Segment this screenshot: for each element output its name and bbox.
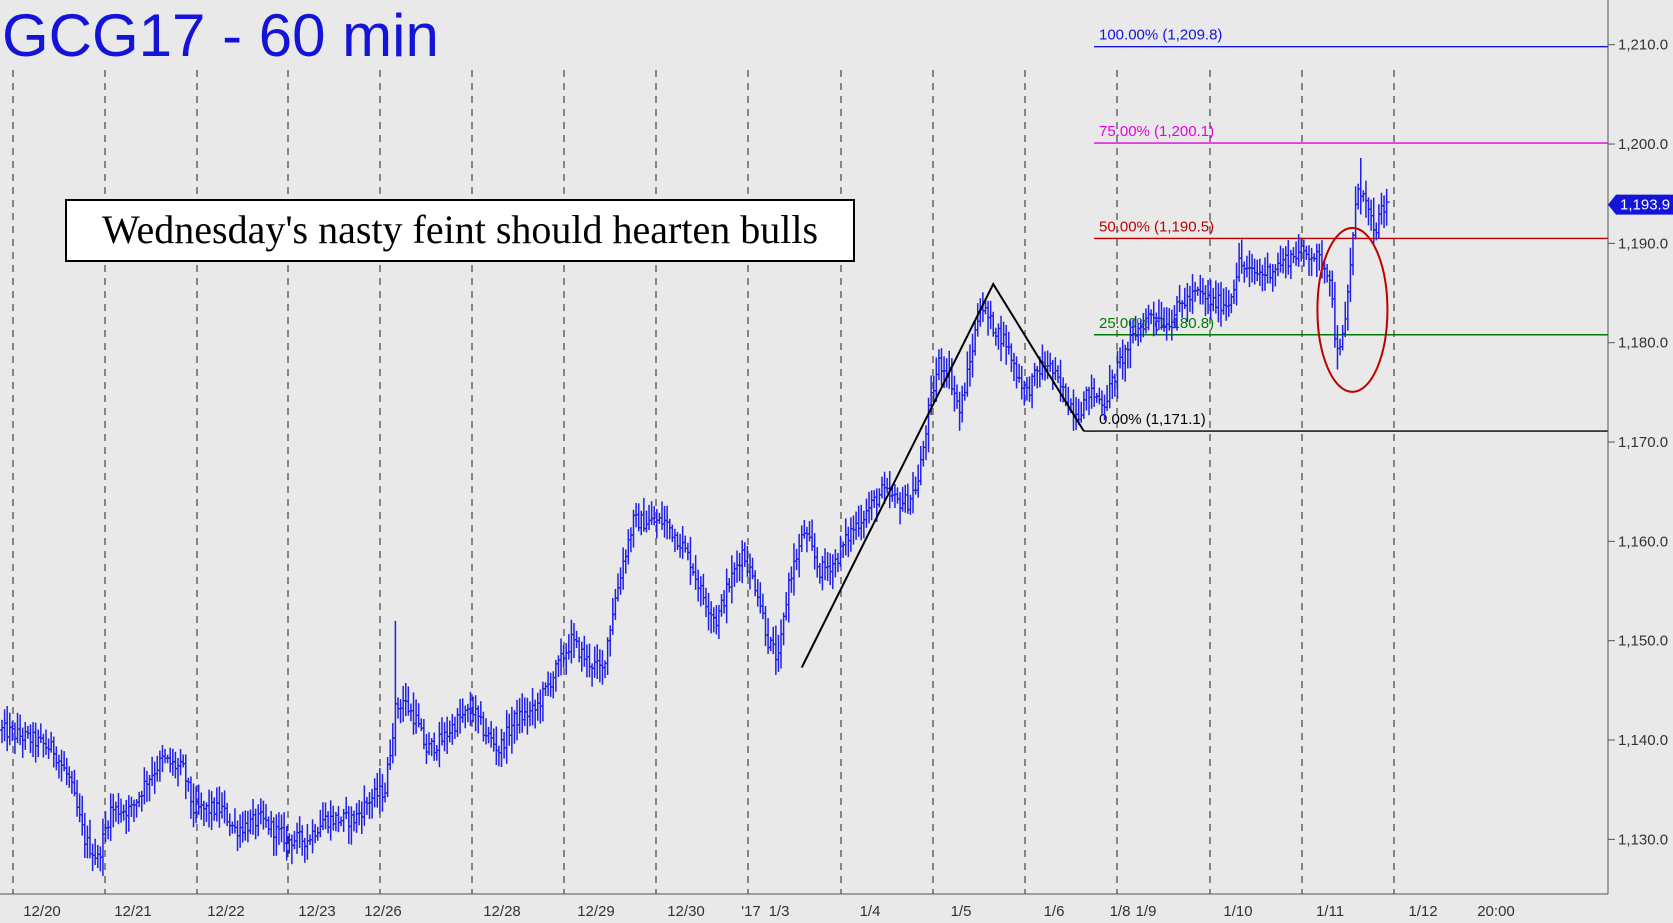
abc-pattern (800, 282, 1094, 668)
x-axis-label: 20:00 (1477, 903, 1515, 920)
price-bars (0, 157, 1390, 876)
last-price-value: 1,193.9 (1620, 197, 1670, 214)
x-axis-label: 1/5 (951, 903, 972, 920)
x-axis-label: 12/28 (483, 903, 521, 920)
x-axis-label: 1/3 (769, 903, 790, 920)
x-axis-label: 1/8 (1110, 903, 1131, 920)
headline-box (65, 199, 855, 262)
y-tick-label: 1,180.0 (1618, 335, 1668, 352)
fibonacci-levels: 100.00% (1,209.8) 75.00% (1,200.1) 50.00% … (1094, 27, 1608, 432)
x-axis-label: 1/12 (1408, 903, 1437, 920)
x-axis-label: 1/10 (1223, 903, 1252, 920)
y-tick-label: 1,200.0 (1618, 136, 1668, 153)
y-tick-label: 1,210.0 (1618, 37, 1668, 54)
x-axis-label: 12/30 (667, 903, 705, 920)
price-bar (1383, 188, 1390, 226)
fib-level-label: 75.00% (1,200.1) (1099, 123, 1214, 140)
last-price-badge-shape (1608, 194, 1673, 215)
y-tick-label: 1,140.0 (1618, 732, 1668, 749)
y-axis-ticks: 1,130.0 1,140.0 1,150.0 1,160.0 1,170.0 1,180… (1608, 37, 1668, 848)
fib-level-label: 0.00% (1,171.1) (1099, 411, 1206, 428)
highlight-ellipse-layer (1316, 226, 1389, 393)
x-axis-label: 12/21 (114, 903, 152, 920)
y-tick-label: 1,160.0 (1618, 533, 1668, 550)
x-axis-label: 1/6 (1044, 903, 1065, 920)
x-axis-label: 1/9 (1136, 903, 1157, 920)
y-tick-label: 1,190.0 (1618, 235, 1668, 252)
x-axis-labels: 12/20 12/21 12/22 12/23 12/26 12/28 12/29 12/30… (23, 903, 1515, 920)
y-tick-label: 1,150.0 (1618, 633, 1668, 650)
headline-text: Wednesday's nasty feint should hearten b… (102, 207, 818, 252)
abc-pattern-line (800, 282, 1085, 668)
x-axis-label: 12/22 (207, 903, 245, 920)
x-axis-label: 1/11 (1316, 903, 1344, 920)
x-axis-label: 12/23 (298, 903, 336, 920)
x-axis-label: '17 (741, 903, 761, 920)
chart-title: GCG17 - 60 min (2, 2, 439, 69)
fib-level-label: 50.00% (1,190.5) (1099, 218, 1214, 235)
y-tick-label: 1,170.0 (1618, 434, 1668, 451)
x-axis-label: 12/26 (364, 903, 402, 920)
x-axis-label: 1/4 (860, 903, 881, 920)
fib-level-label: 100.00% (1,209.8) (1099, 27, 1222, 44)
last-price-badge: 1,193.9 (1608, 194, 1673, 215)
x-axis-label: 12/20 (23, 903, 61, 920)
highlight-ellipse (1316, 226, 1389, 393)
y-tick-label: 1,130.0 (1618, 831, 1668, 848)
x-axis-label: 12/29 (577, 903, 615, 920)
